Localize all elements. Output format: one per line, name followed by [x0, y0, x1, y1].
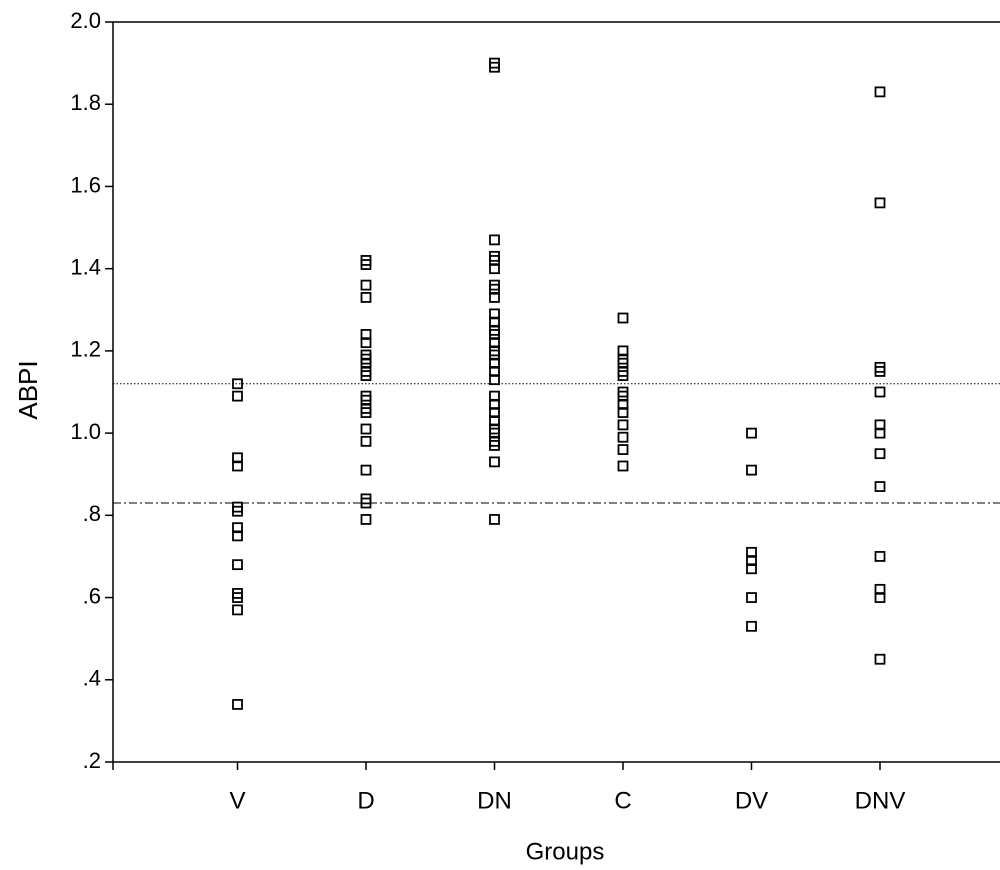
- y-tick-label: .6: [83, 583, 101, 608]
- x-axis-label: Groups: [526, 838, 605, 865]
- point: [232, 699, 243, 710]
- point: [746, 620, 757, 632]
- x-tick-label: DN: [477, 787, 512, 814]
- point: [617, 312, 629, 324]
- point: [746, 592, 757, 603]
- point: [232, 592, 243, 603]
- point: [360, 259, 372, 270]
- point: [874, 551, 886, 562]
- point: [360, 370, 372, 381]
- point: [360, 435, 372, 447]
- y-tick-label: .2: [83, 748, 101, 773]
- y-tick-label: .4: [83, 666, 101, 691]
- y-tick-label: 1.8: [70, 90, 101, 115]
- point: [874, 427, 886, 439]
- point: [874, 653, 886, 665]
- x-tick-label: DV: [735, 787, 768, 814]
- point: [232, 378, 243, 390]
- point: [874, 197, 886, 209]
- point: [874, 448, 886, 460]
- point: [746, 563, 757, 575]
- point: [746, 464, 757, 476]
- x-tick-label: V: [229, 787, 245, 814]
- point: [360, 423, 372, 435]
- y-tick-label: 1.4: [70, 254, 101, 279]
- point: [232, 604, 243, 616]
- point: [489, 234, 500, 246]
- point: [232, 460, 243, 472]
- point: [360, 497, 372, 509]
- y-tick-label: 1.0: [70, 419, 101, 444]
- point: [489, 514, 500, 525]
- point: [489, 292, 500, 303]
- y-tick-label: 1.2: [70, 337, 101, 362]
- point: [874, 481, 886, 492]
- point: [360, 514, 372, 525]
- y-tick-label: 1.6: [70, 172, 101, 197]
- point: [874, 592, 886, 603]
- point: [360, 292, 372, 303]
- point: [617, 370, 629, 381]
- point: [489, 374, 500, 386]
- point: [232, 390, 243, 402]
- point: [874, 366, 886, 377]
- point: [874, 86, 886, 98]
- point: [360, 279, 372, 291]
- y-tick-label: .8: [83, 501, 101, 526]
- point: [746, 427, 757, 439]
- point: [489, 263, 500, 275]
- point: [617, 444, 629, 455]
- point: [360, 407, 372, 418]
- point: [617, 460, 629, 472]
- point: [617, 407, 629, 418]
- point: [232, 530, 243, 542]
- x-tick-label: DNV: [855, 787, 906, 814]
- x-tick-label: D: [357, 787, 374, 814]
- point: [617, 431, 629, 443]
- point: [232, 559, 243, 571]
- x-tick-label: C: [614, 787, 631, 814]
- point: [489, 456, 500, 468]
- point: [489, 61, 500, 73]
- y-axis-label: ABPI: [13, 360, 43, 419]
- point: [489, 440, 500, 451]
- point: [232, 505, 243, 517]
- y-tick-label: 2.0: [70, 8, 101, 33]
- point: [617, 419, 629, 431]
- point: [360, 464, 372, 476]
- point: [360, 337, 372, 349]
- point: [874, 386, 886, 398]
